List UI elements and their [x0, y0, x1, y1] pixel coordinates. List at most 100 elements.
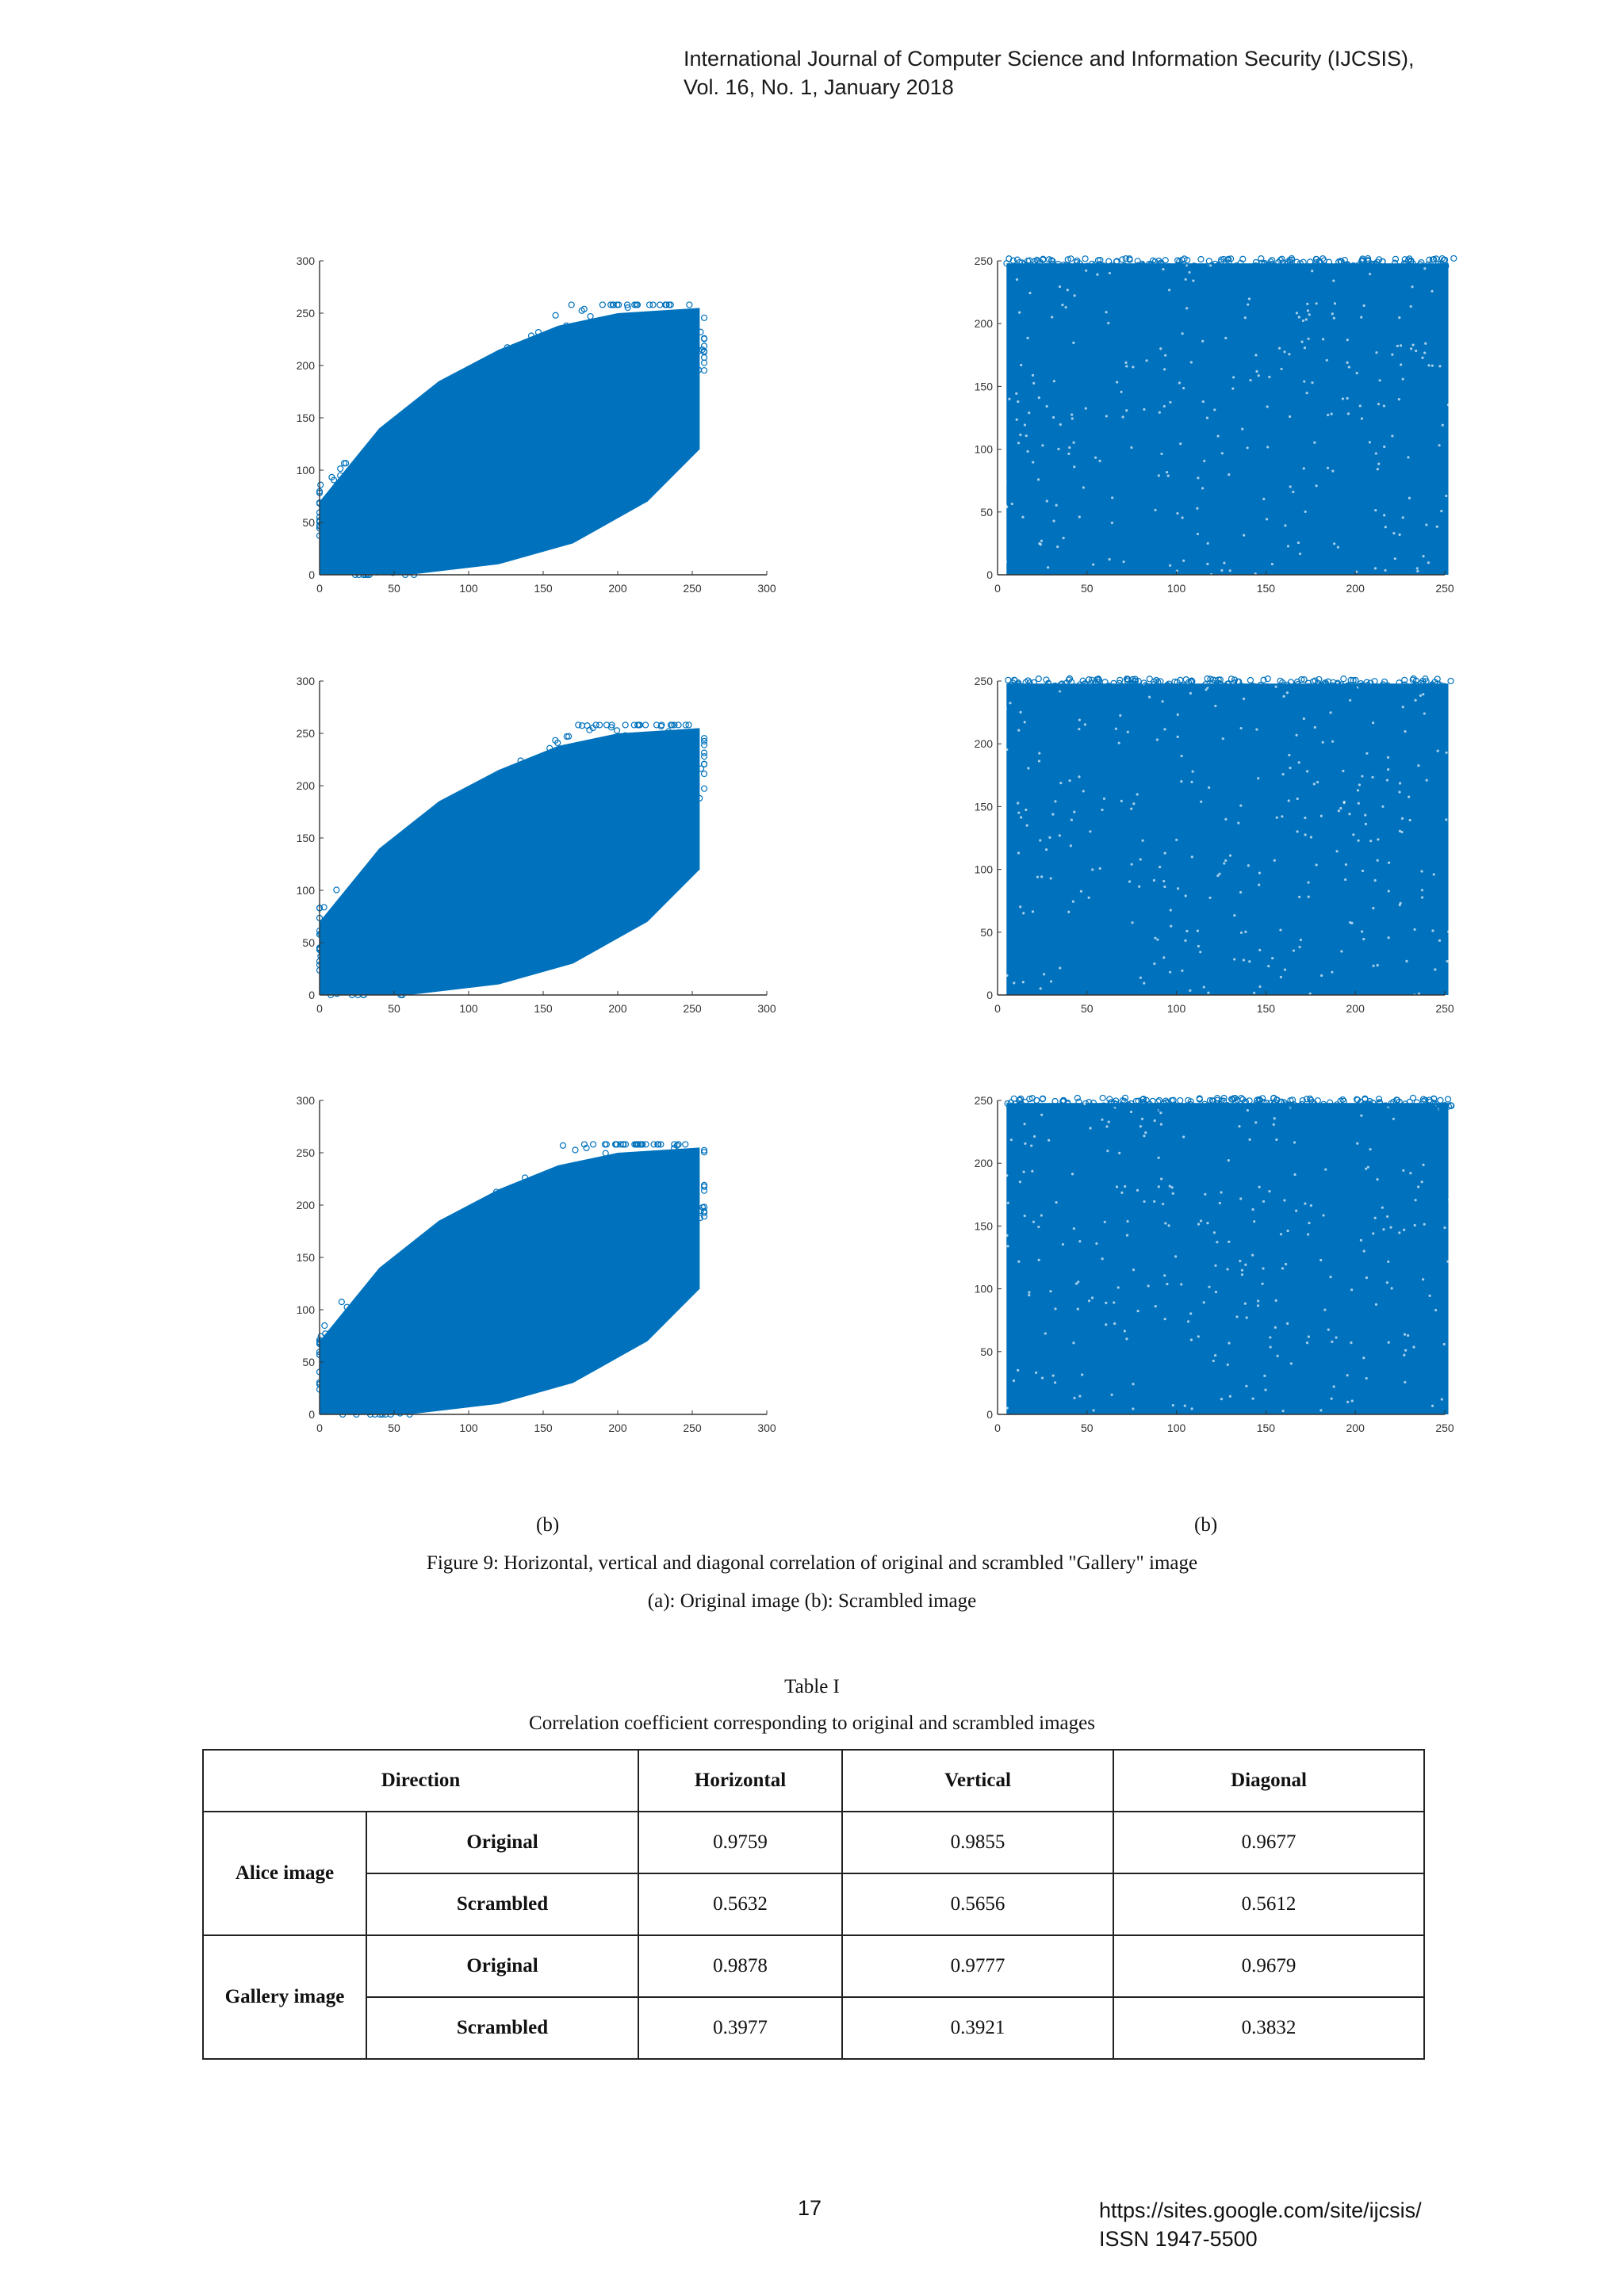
scatter-point: [1224, 264, 1231, 271]
scatter-gap: [1331, 740, 1335, 743]
scatter-point: [1060, 1096, 1067, 1104]
scatter-point: [374, 852, 382, 860]
scatter-gap: [1017, 1260, 1021, 1263]
scatter-gap: [1346, 339, 1349, 342]
scatter-point: [389, 461, 396, 469]
scatter-point: [446, 456, 454, 463]
scatter-gap: [1056, 545, 1059, 549]
scatter-gap: [1175, 838, 1178, 841]
scatter-point: [1253, 1104, 1260, 1111]
scatter-gap: [1365, 1276, 1369, 1280]
scatter-point: [1224, 1101, 1231, 1109]
scatter-point: [436, 1232, 444, 1239]
scatter-gap: [1089, 1127, 1092, 1130]
scatter-gap: [1265, 518, 1269, 521]
scatter-point: [511, 1289, 519, 1296]
scatter-point: [414, 1310, 421, 1317]
scatter-point: [463, 1287, 470, 1295]
scatter-point: [393, 877, 400, 884]
scatter-gap: [1147, 1284, 1150, 1288]
scatter-point: [555, 432, 562, 439]
scatter-gap: [1387, 890, 1390, 893]
scatter-point: [576, 859, 583, 867]
scatter-gap: [1401, 377, 1404, 381]
scatter-gap: [1092, 563, 1095, 566]
scatter-gap: [1216, 434, 1220, 438]
scatter-gap: [1132, 1383, 1135, 1386]
scatter-gap: [1163, 851, 1166, 855]
scatter-point: [542, 388, 549, 396]
scatter-gap: [1362, 304, 1365, 308]
scatter-point: [700, 1213, 708, 1220]
scatter-point: [1036, 1104, 1043, 1112]
scatter-gap: [1005, 748, 1009, 752]
scatter-point: [602, 826, 609, 833]
scatter-point: [650, 1141, 657, 1148]
scatter-point: [401, 864, 408, 871]
scatter-gap: [1058, 285, 1062, 289]
scatter-gap: [1037, 396, 1040, 400]
scatter-gap: [1214, 1290, 1218, 1294]
scatter-point: [1358, 1104, 1365, 1111]
scatter-point: [577, 824, 585, 831]
scatter-gap: [1072, 1227, 1075, 1230]
scatter-point: [485, 808, 492, 816]
scatter-gap: [1288, 353, 1291, 356]
scatter-point: [1373, 261, 1380, 269]
scatter-point: [434, 423, 441, 430]
scatter-point: [568, 1265, 575, 1272]
scatter-gap: [1118, 1151, 1121, 1154]
scatter-point: [1010, 1104, 1018, 1112]
scatter-point: [1031, 261, 1038, 268]
scatter-gap: [1306, 309, 1310, 312]
scatter-point: [443, 1266, 451, 1273]
scatter-point: [404, 492, 411, 499]
scatter-point: [582, 1272, 589, 1280]
scatter-point: [700, 367, 708, 374]
scatter-point: [1354, 1096, 1362, 1104]
scatter-gap: [1019, 905, 1022, 909]
scatter-point: [1110, 1100, 1118, 1107]
scatter-point: [1238, 1095, 1245, 1102]
scatter-point: [450, 806, 457, 813]
scatter-point: [477, 522, 484, 529]
scatter-point: [337, 1378, 345, 1385]
scatter-point: [565, 408, 573, 415]
scatter-point: [553, 1200, 561, 1207]
scatter-point: [443, 1363, 450, 1370]
scatter-point: [1418, 258, 1425, 266]
scatter-gap: [1157, 1156, 1160, 1159]
scatter-point: [1337, 258, 1344, 265]
scatter-point: [1064, 1100, 1071, 1108]
scatter-point-cloud: [1006, 1103, 1449, 1414]
scatter-gap: [1062, 537, 1065, 540]
scatter-point: [450, 850, 458, 857]
scatter-point: [493, 877, 500, 884]
scatter-point: [619, 764, 626, 771]
scatter-point: [377, 1339, 385, 1346]
scatter-gap: [1073, 465, 1076, 469]
scatter-point: [700, 1181, 708, 1188]
scatter-gap: [1087, 896, 1090, 899]
scatter-gap: [1315, 863, 1318, 867]
scatter-gap: [1286, 1229, 1289, 1233]
scatter-point: [596, 864, 603, 872]
scatter-point: [1157, 1104, 1165, 1111]
scatter-gap: [1182, 386, 1185, 390]
scatter-point: [375, 1271, 383, 1278]
scatter-point: [503, 1194, 511, 1201]
scatter-point: [422, 1391, 429, 1399]
scatter-gap: [1078, 1240, 1082, 1243]
scatter-gap: [1131, 921, 1134, 924]
table-cell: 0.3832: [1113, 1996, 1426, 2060]
scatter-gap: [1179, 442, 1182, 446]
scatter-point: [331, 498, 339, 505]
scatter-point: [1327, 265, 1334, 272]
scatter-point: [581, 873, 588, 881]
y-tick-label: 0: [986, 568, 993, 581]
scatter-gap: [1274, 1326, 1277, 1329]
scatter-gap: [1224, 336, 1228, 339]
scatter-point: [576, 800, 584, 807]
scatter-gap: [1147, 695, 1151, 698]
scatter-point: [407, 1384, 415, 1391]
